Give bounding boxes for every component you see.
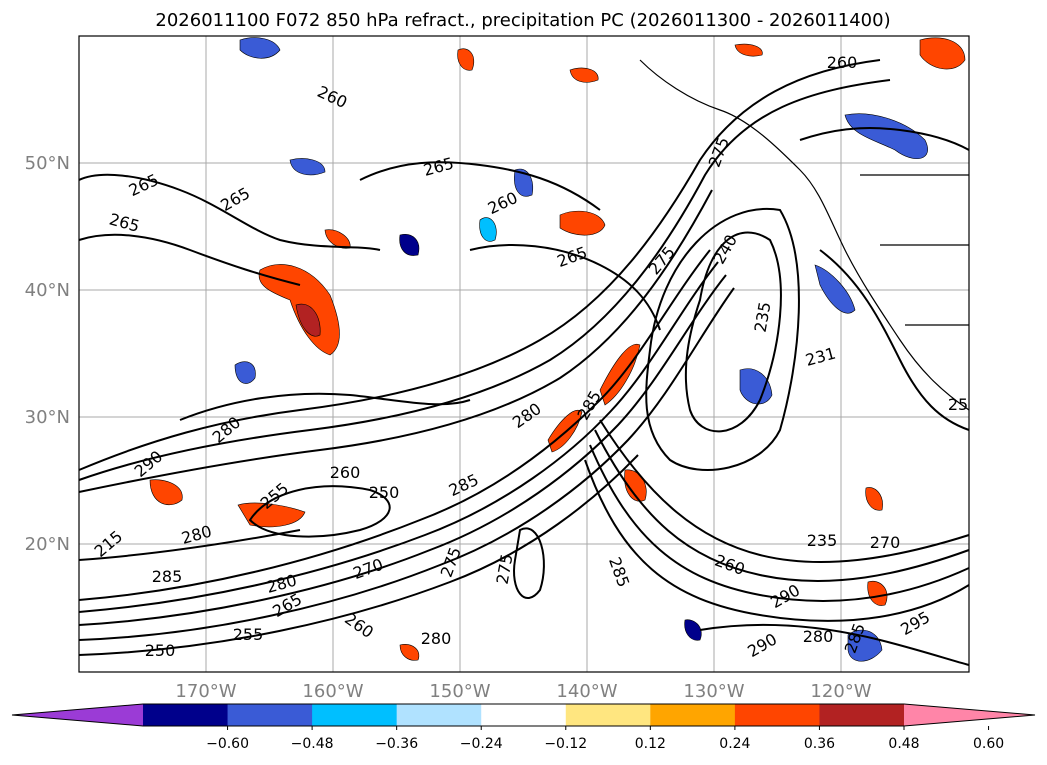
colorbar-segment: [565, 704, 651, 726]
map-frame: [78, 35, 970, 673]
colorbar-segment: [396, 704, 482, 726]
map-panel: 260 260 265 265 265 260 265 275 240 235 …: [78, 35, 970, 673]
lon-label: 170°W: [175, 681, 236, 702]
contour-label: 255: [233, 625, 264, 644]
colorbar: −0.60 −0.48 −0.36 −0.24 −0.12 0.12 0.24 0.36 0.4…: [11, 703, 1036, 752]
contour-label: 270: [870, 533, 901, 552]
precip-negative: [234, 361, 256, 384]
lon-label: 160°W: [302, 681, 363, 702]
colorbar-segment: [650, 704, 736, 726]
precip-negative: [479, 217, 497, 242]
colorbar-segment: [481, 704, 567, 726]
precip-negative: [514, 168, 533, 197]
contour-label: 250: [369, 483, 400, 502]
contour-label: 250: [145, 641, 176, 660]
precip-positive: [237, 502, 306, 528]
precip-negative: [289, 158, 326, 176]
colorbar-tick-label: −0.36: [375, 736, 418, 752]
colorbar-tick-label: −0.12: [544, 736, 587, 752]
contour-label: 280: [421, 629, 452, 648]
precip-negative: [739, 368, 773, 405]
precip-positive: [865, 487, 883, 511]
colorbar-tick-label: 0.60: [973, 736, 1004, 752]
precip-negative: [239, 37, 281, 59]
contour-labels: 260 260 265 265 265 260 265 275 240 235 …: [91, 53, 969, 661]
contour-label: 285: [152, 567, 183, 586]
precip-positive: [867, 580, 888, 606]
colorbar-extend-high: [904, 704, 1035, 726]
colorbar-segment: [819, 704, 905, 726]
precip-negative-strong: [684, 619, 702, 641]
map-title: 2026011100 F072 850 hPa refract., precip…: [155, 10, 890, 31]
precip-negative: [844, 113, 928, 159]
lon-label: 130°W: [683, 681, 744, 702]
lon-labels: 170°W 160°W 150°W 140°W 130°W 120°W: [175, 681, 871, 702]
precip-positive: [149, 479, 183, 505]
colorbar-tick-label: 0.48: [888, 736, 919, 752]
precip-positive: [569, 67, 599, 83]
lon-label: 150°W: [429, 681, 490, 702]
contour-label: 25: [948, 395, 968, 414]
contour-label: 280: [803, 627, 834, 646]
map-background: [79, 36, 969, 672]
precip-positive: [919, 37, 966, 70]
lat-labels: 50°N 40°N 30°N 20°N: [25, 153, 70, 555]
contour-label: 235: [807, 531, 838, 550]
contour-label: 260: [827, 53, 858, 72]
colorbar-tick-label: −0.48: [291, 736, 334, 752]
colorbar-tick-label: −0.24: [460, 736, 503, 752]
precip-fill: [149, 37, 966, 662]
contour-label: 260: [330, 463, 361, 482]
lat-label: 50°N: [25, 153, 70, 174]
precip-positive: [457, 48, 475, 71]
precip-negative-strong: [399, 234, 420, 256]
lon-label: 140°W: [556, 681, 617, 702]
precip-negative: [814, 264, 856, 314]
precip-positive: [734, 43, 763, 57]
lat-label: 20°N: [25, 534, 70, 555]
colorbar-segment: [143, 704, 229, 726]
colorbar-tick-label: −0.60: [206, 736, 249, 752]
colorbar-segment: [734, 704, 820, 726]
colorbar-tick-label: 0.36: [804, 736, 835, 752]
coastline: [639, 59, 970, 411]
lat-label: 30°N: [25, 407, 70, 428]
colorbar-extend-low: [12, 704, 143, 726]
colorbar-tick-label: 0.24: [719, 736, 750, 752]
precip-positive: [559, 210, 606, 236]
colorbar-segment: [227, 704, 313, 726]
colorbar-outline: [11, 703, 1036, 727]
colorbar-tick-label: 0.12: [635, 736, 666, 752]
precip-positive: [399, 644, 420, 661]
precip-positive-strong: [295, 303, 321, 337]
lon-label: 120°W: [810, 681, 871, 702]
lat-label: 40°N: [25, 280, 70, 301]
refractivity-contours: [78, 59, 970, 666]
colorbar-segment: [312, 704, 398, 726]
